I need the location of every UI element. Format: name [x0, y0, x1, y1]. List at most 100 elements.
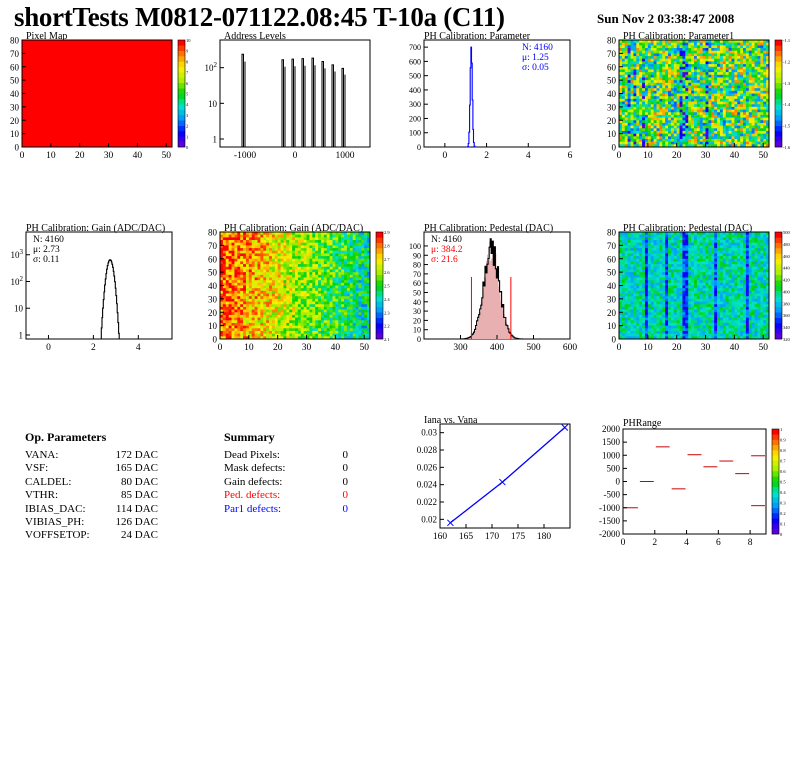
heatmap-cell	[228, 272, 232, 276]
heatmap-cell	[699, 101, 704, 105]
heatmap-cell	[659, 144, 663, 148]
heatmap-cell	[234, 296, 238, 300]
heatmap-cell	[627, 138, 631, 143]
heatmap-cell	[358, 301, 362, 305]
heatmap-cell	[705, 74, 709, 78]
heatmap-cell	[286, 266, 290, 270]
heatmap-cell	[266, 333, 270, 337]
heatmap-cell	[639, 85, 643, 89]
heatmap-cell	[679, 48, 683, 52]
heatmap-cell	[745, 58, 750, 62]
heatmap-cell	[329, 293, 333, 297]
heatmap-cell	[630, 122, 634, 126]
heatmap-cell	[662, 90, 666, 94]
heatmap-cell	[696, 53, 701, 57]
heatmap-cell	[650, 325, 655, 329]
heatmap-cell	[728, 58, 732, 62]
heatmap-cell	[312, 312, 316, 316]
heatmap-cell	[271, 266, 276, 270]
heatmap-cell	[642, 250, 646, 254]
heatmap-cell	[734, 109, 738, 113]
heatmap-cell	[237, 253, 241, 257]
heatmap-cell	[673, 66, 678, 70]
bar	[341, 67, 344, 147]
heatmap-cell	[289, 272, 293, 276]
heatmap-cell	[699, 40, 704, 44]
heatmap-cell	[295, 336, 299, 340]
heatmap-cell	[222, 245, 227, 249]
x-tick-label: 4	[526, 151, 531, 160]
heatmap-cell	[662, 133, 666, 137]
heatmap-cell	[619, 314, 623, 318]
heatmap-cell	[676, 133, 680, 137]
heatmap-cell	[274, 261, 279, 265]
heatmap-cell	[639, 69, 643, 73]
heatmap-cell	[760, 125, 764, 129]
heatmap-cell	[231, 298, 235, 302]
heatmap-cell	[315, 258, 319, 262]
heatmap-cell	[676, 101, 680, 105]
heatmap-cell	[624, 314, 629, 318]
heatmap-cell	[745, 77, 750, 81]
heatmap-cell	[619, 96, 623, 100]
heatmap-cell	[711, 50, 715, 54]
heatmap-cell	[335, 333, 339, 337]
heatmap-cell	[673, 144, 678, 148]
heatmap-cell	[711, 88, 715, 92]
heatmap-cell	[335, 309, 339, 313]
color-bar-step	[376, 290, 383, 297]
heatmap-cell	[295, 248, 299, 252]
heatmap-cell	[647, 322, 652, 327]
heatmap-cell	[318, 266, 322, 270]
color-bar-step	[376, 274, 383, 281]
heatmap-cell	[639, 74, 643, 78]
heatmap-cell	[665, 82, 669, 86]
heatmap-cell	[318, 293, 322, 297]
heatmap-cell	[300, 280, 305, 284]
heatmap-cell	[277, 330, 281, 335]
heatmap-cell	[621, 253, 626, 257]
heatmap-cell	[329, 245, 333, 249]
heatmap-cell	[642, 264, 646, 268]
heatmap-cell	[708, 64, 712, 68]
heatmap-cell	[639, 290, 643, 294]
heatmap-cell	[260, 320, 264, 324]
heatmap-cell	[332, 312, 336, 316]
heatmap-cell	[225, 288, 230, 292]
heatmap-cell	[644, 256, 649, 260]
heatmap-cell	[318, 234, 322, 238]
heatmap-cell	[271, 304, 276, 308]
heatmap-cell	[757, 82, 761, 86]
heatmap-cell	[760, 138, 764, 143]
heatmap-cell	[332, 306, 336, 310]
heatmap-cell	[743, 42, 747, 46]
heatmap-cell	[266, 253, 270, 257]
heatmap-cell	[260, 317, 264, 321]
heatmap-cell	[326, 237, 331, 241]
heatmap-cell	[243, 309, 247, 313]
heatmap-cell	[228, 237, 232, 241]
heatmap-cell	[662, 53, 666, 57]
heatmap-cell	[318, 288, 322, 292]
heatmap-cell	[696, 106, 701, 110]
heatmap-cell	[228, 293, 232, 297]
heatmap-cell	[630, 237, 634, 241]
heatmap-cell	[248, 272, 253, 276]
heatmap-cell	[702, 74, 706, 78]
heatmap-cell	[659, 69, 663, 73]
heatmap-cell	[349, 256, 354, 260]
heatmap-cell	[685, 109, 689, 113]
heatmap-cell	[630, 290, 634, 294]
heatmap-cell	[627, 328, 631, 332]
heatmap-cell	[688, 128, 692, 132]
heatmap-cell	[691, 88, 695, 92]
heatmap-cell	[323, 237, 328, 241]
heatmap-cell	[341, 234, 345, 238]
heatmap-cell	[280, 245, 284, 249]
heatmap-cell	[228, 328, 232, 332]
heatmap-cell	[659, 141, 663, 145]
heatmap-cell	[653, 312, 657, 316]
heatmap-cell	[731, 114, 735, 118]
heatmap-cell	[240, 336, 244, 340]
heatmap-cell	[740, 101, 744, 105]
